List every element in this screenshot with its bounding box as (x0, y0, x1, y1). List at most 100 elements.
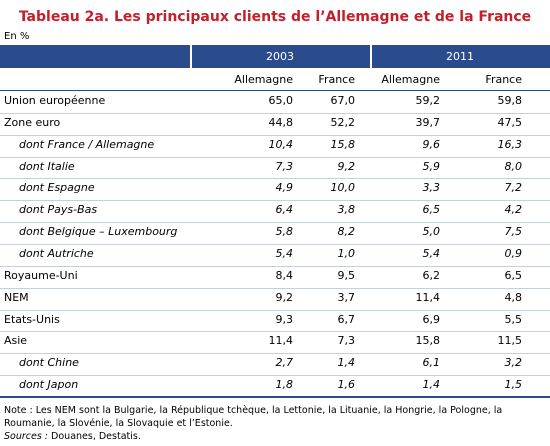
row-line (0, 178, 550, 180)
cell-value: 1,6 (337, 378, 356, 392)
row-label: Etats-Unis (4, 312, 60, 326)
row-label: dont France / Allemagne (19, 137, 155, 151)
cell-value: 4,9 (275, 181, 294, 195)
cell-value: 9,2 (337, 159, 356, 173)
cell-value: 5,8 (275, 225, 294, 239)
cell-value: 44,8 (268, 115, 294, 129)
column-header: Allemagne (234, 73, 293, 86)
year-header: 2003 (266, 50, 294, 63)
row-line (0, 134, 550, 136)
cell-value: 3,2 (504, 356, 523, 370)
row-label: dont Chine (19, 356, 79, 370)
row-line (0, 331, 550, 333)
cell-value: 6,1 (422, 356, 441, 370)
separator (190, 45, 192, 90)
row-label: Royaume-Uni (4, 268, 78, 282)
cell-value: 11,5 (497, 334, 523, 348)
cell-value: 10,0 (330, 181, 356, 195)
row-label: dont Belgique – Luxembourg (19, 225, 178, 239)
cell-value: 15,8 (415, 334, 441, 348)
row-label: NEM (4, 290, 29, 304)
cell-value: 5,4 (275, 246, 294, 260)
row-label: dont Autriche (19, 246, 94, 260)
cell-value: 65,0 (268, 94, 294, 107)
unit: En % (4, 31, 30, 42)
cell-value: 9,6 (422, 137, 441, 151)
cell-value: 0,9 (504, 246, 523, 260)
cell-value: 1,4 (337, 356, 356, 370)
row-label: Union européenne (4, 94, 106, 107)
cell-value: 67,0 (330, 94, 356, 107)
sources: Sources : Douanes, Destatis. (4, 431, 141, 442)
cell-value: 11,4 (268, 334, 294, 348)
cell-value: 6,4 (275, 203, 294, 217)
row-label: dont Japon (19, 378, 79, 392)
sources-text: Douanes, Destatis. (51, 431, 141, 442)
row-label: dont Pays-Bas (19, 203, 98, 217)
separator (370, 45, 372, 90)
row-line (0, 309, 550, 311)
cell-value: 5,9 (422, 159, 441, 173)
cell-value: 9,2 (275, 290, 294, 304)
row-label: dont Espagne (19, 181, 95, 195)
cell-value: 7,5 (504, 225, 523, 239)
cell-value: 6,9 (422, 312, 441, 326)
cell-value: 47,5 (497, 115, 523, 129)
cell-value: 15,8 (330, 137, 356, 151)
title: Tableau 2a. Les principaux clients de l’… (18, 9, 532, 25)
column-header: France (318, 73, 355, 86)
row-label: dont Italie (19, 159, 75, 173)
cell-value: 6,5 (422, 203, 441, 217)
cell-value: 3,3 (422, 181, 441, 195)
row-line (0, 200, 550, 202)
row-label: Asie (4, 334, 28, 348)
row-line (0, 222, 550, 224)
cell-value: 5,4 (422, 246, 441, 260)
cell-value: 1,5 (504, 378, 523, 392)
cell-value: 39,7 (415, 115, 441, 129)
cell-value: 3,7 (337, 290, 356, 304)
row-line (0, 243, 550, 245)
cell-value: 2,7 (275, 356, 294, 370)
row-line (0, 375, 550, 377)
header-line (0, 90, 550, 91)
cell-value: 6,5 (504, 268, 523, 282)
bottom-line (0, 396, 550, 398)
cell-value: 6,7 (337, 312, 356, 326)
row-line (0, 353, 550, 355)
row-line (0, 112, 550, 114)
note: Note : Les NEM sont la Bulgarie, la Répu… (4, 405, 503, 429)
cell-value: 4,2 (504, 203, 523, 217)
cell-value: 52,2 (330, 115, 356, 129)
cell-value: 3,8 (337, 203, 356, 217)
cell-value: 7,3 (337, 334, 356, 348)
cell-value: 10,4 (268, 137, 294, 151)
year-header: 2011 (446, 50, 474, 63)
column-header: France (485, 73, 522, 86)
cell-value: 8,0 (504, 159, 523, 173)
cell-value: 8,2 (337, 225, 356, 239)
cell-value: 9,5 (337, 268, 356, 282)
cell-value: 59,8 (497, 94, 523, 107)
cell-value: 7,3 (275, 159, 294, 173)
cell-value: 16,3 (497, 137, 523, 151)
row-label: Zone euro (4, 115, 61, 129)
cell-value: 4,8 (504, 290, 523, 304)
cell-value: 8,4 (275, 268, 294, 282)
row-line (0, 265, 550, 267)
cell-value: 1,8 (275, 378, 294, 392)
cell-value: 5,0 (422, 225, 441, 239)
cell-value: 59,2 (415, 94, 441, 107)
cell-value: 1,0 (337, 246, 356, 260)
cell-value: 11,4 (415, 290, 441, 304)
cell-value: 5,5 (504, 312, 523, 326)
sources-label: Sources : (4, 431, 49, 442)
cell-value: 9,3 (275, 312, 294, 326)
header-band (0, 45, 550, 68)
cell-value: 6,2 (422, 268, 441, 282)
column-header: Allemagne (381, 73, 440, 86)
row-line (0, 287, 550, 289)
row-line (0, 156, 550, 158)
cell-value: 7,2 (504, 181, 523, 195)
